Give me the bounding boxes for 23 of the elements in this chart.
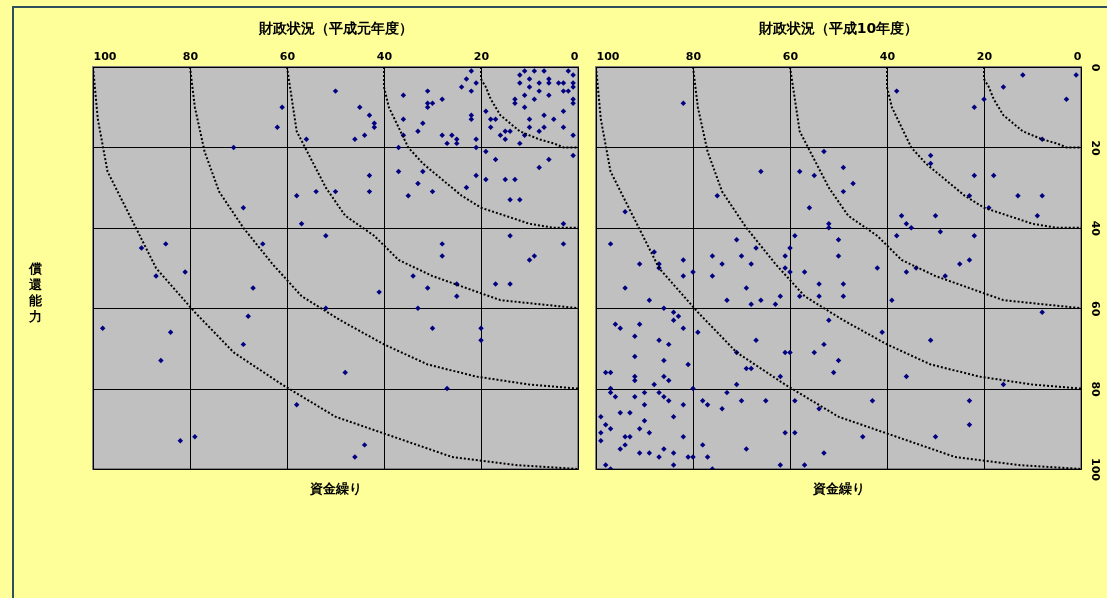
x-tick-label: 80 [685, 49, 702, 63]
x-tick-label: 60 [279, 49, 296, 63]
x-axis-title: 資金繰り [308, 481, 362, 496]
x-tick-label: 0 [570, 49, 579, 63]
x-tick-label: 20 [976, 49, 993, 63]
y-tick-label: 20 [1088, 140, 1102, 156]
y-tick-label: 40 [1088, 220, 1102, 237]
x-tick-label: 0 [1073, 49, 1082, 63]
y-tick-label: 100 [1088, 458, 1102, 482]
x-tick-label: 20 [473, 49, 490, 63]
x-tick-label: 100 [596, 49, 620, 63]
x-tick-label: 40 [879, 49, 896, 63]
x-tick-label: 60 [782, 49, 799, 63]
x-axis-title: 資金繰り [811, 481, 865, 496]
y-tick-label: 60 [1088, 301, 1102, 317]
chart-title: 財政状況（平成10年度） [757, 20, 919, 36]
x-tick-label: 100 [93, 49, 117, 63]
y-tick-label: 0 [1088, 63, 1102, 72]
x-tick-label: 80 [182, 49, 199, 63]
y-axis-title: 償還能力 [28, 260, 43, 324]
y-tick-label: 80 [1088, 381, 1102, 398]
x-tick-label: 40 [376, 49, 393, 63]
chart-title: 財政状況（平成元年度） [257, 20, 413, 36]
